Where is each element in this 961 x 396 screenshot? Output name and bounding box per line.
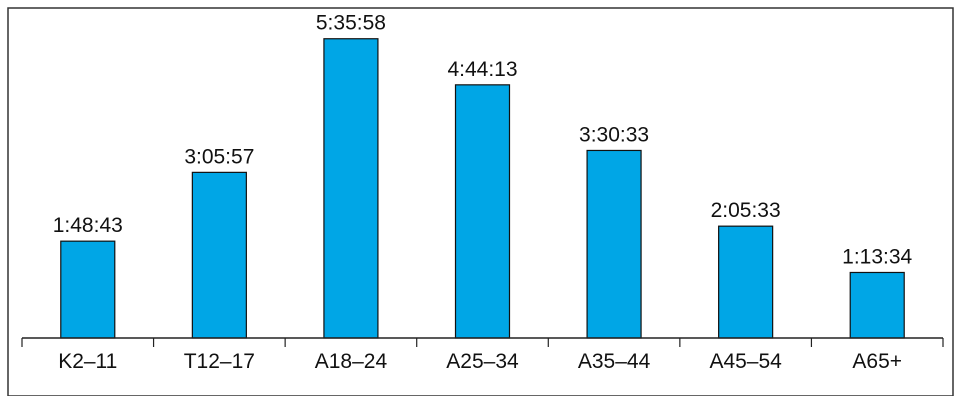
bar-value-label: 1:13:34 bbox=[842, 245, 912, 268]
category-label: A65+ bbox=[852, 350, 902, 373]
bar bbox=[586, 149, 642, 339]
bar bbox=[191, 171, 247, 339]
bar-value-label: 4:44:13 bbox=[447, 58, 517, 81]
category-label: A25–34 bbox=[446, 350, 519, 373]
x-ticks-group bbox=[21, 338, 944, 347]
bar bbox=[454, 84, 511, 339]
bar-value-label: 3:05:57 bbox=[184, 145, 254, 168]
category-labels-group: K2–11 T12–17 A18–24 A25–34 A35–44 A45–54 A65+ bbox=[58, 350, 902, 373]
bar-value-label: 5:35:58 bbox=[316, 12, 386, 35]
bar bbox=[718, 225, 774, 339]
value-labels-group: 1:48:43 3:05:57 5:35:58 4:44:13 3:30:33 2:05:… bbox=[53, 12, 913, 269]
bar bbox=[323, 38, 379, 339]
bar-value-label: 2:05:33 bbox=[711, 199, 781, 222]
bar-value-label: 3:30:33 bbox=[579, 123, 649, 146]
bar bbox=[849, 271, 905, 339]
bar-value-label: 1:48:43 bbox=[53, 214, 123, 237]
category-label: A18–24 bbox=[315, 350, 388, 373]
category-label: A45–54 bbox=[709, 350, 782, 373]
category-label: K2–11 bbox=[58, 350, 117, 373]
category-label: T12–17 bbox=[184, 350, 255, 373]
bars-group bbox=[60, 38, 905, 339]
bar bbox=[60, 240, 116, 339]
category-label: A35–44 bbox=[578, 350, 651, 373]
